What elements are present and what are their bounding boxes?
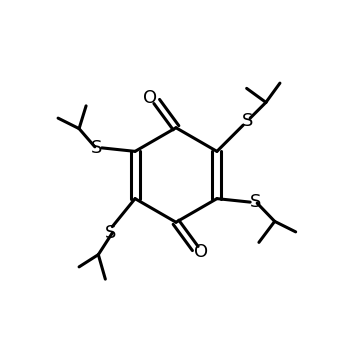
Text: S: S — [242, 112, 253, 130]
Text: O: O — [143, 89, 157, 107]
Text: O: O — [195, 243, 209, 261]
Text: S: S — [91, 139, 102, 157]
Text: S: S — [105, 224, 116, 242]
Text: S: S — [250, 193, 261, 211]
